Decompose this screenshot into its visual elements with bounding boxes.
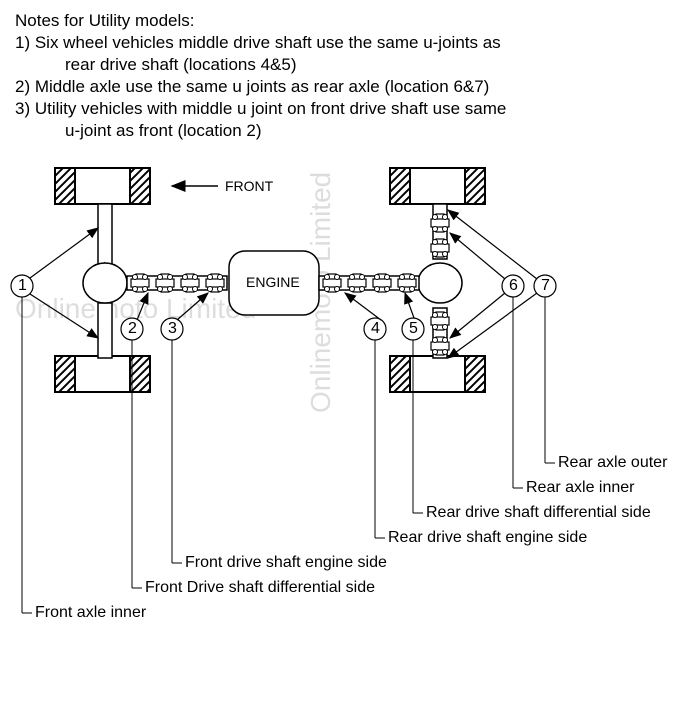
notes-title: Notes for Utility models: <box>15 10 685 32</box>
label-front-drive-eng: Front drive shaft engine side <box>185 554 387 572</box>
engine-label: ENGINE <box>246 274 300 290</box>
diagram-svg <box>0 148 700 708</box>
callout-5: 5 <box>409 320 418 338</box>
callout-1: 1 <box>18 277 27 295</box>
callout-2: 2 <box>128 320 137 338</box>
callout-7: 7 <box>541 277 550 295</box>
label-front-drive-diff: Front Drive shaft differential side <box>145 579 375 597</box>
note-1b: rear drive shaft (locations 4&5) <box>15 54 685 76</box>
front-label: FRONT <box>225 178 273 194</box>
label-rear-axle-inner: Rear axle inner <box>526 479 635 497</box>
callout-3: 3 <box>168 320 177 338</box>
note-1: 1) Six wheel vehicles middle drive shaft… <box>15 32 685 54</box>
note-3: 3) Utility vehicles with middle u joint … <box>15 98 685 120</box>
diagram: Onlinemoto Limited Onlinemoto Limited <box>0 148 700 708</box>
label-rear-axle-outer: Rear axle outer <box>558 454 667 472</box>
note-3b: u-joint as front (location 2) <box>15 120 685 142</box>
callout-6: 6 <box>509 277 518 295</box>
label-rear-drive-diff: Rear drive shaft differential side <box>426 504 651 522</box>
label-front-axle-inner: Front axle inner <box>35 604 146 622</box>
callout-4: 4 <box>371 320 380 338</box>
label-rear-drive-eng: Rear drive shaft engine side <box>388 529 587 547</box>
notes-block: Notes for Utility models: 1) Six wheel v… <box>0 0 700 148</box>
note-2: 2) Middle axle use the same u joints as … <box>15 76 685 98</box>
